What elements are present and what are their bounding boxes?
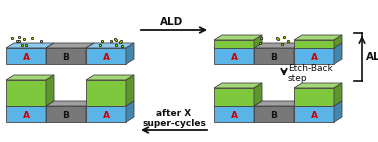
Polygon shape <box>254 35 262 48</box>
Polygon shape <box>86 106 126 122</box>
Polygon shape <box>86 101 94 122</box>
Text: B: B <box>271 53 277 62</box>
Polygon shape <box>294 101 342 106</box>
Polygon shape <box>214 40 254 48</box>
Polygon shape <box>46 43 94 48</box>
Polygon shape <box>254 48 294 64</box>
Text: A: A <box>231 111 237 120</box>
Polygon shape <box>86 75 134 80</box>
Polygon shape <box>254 101 302 106</box>
Polygon shape <box>254 43 262 64</box>
Polygon shape <box>214 106 254 122</box>
Polygon shape <box>294 35 342 40</box>
Polygon shape <box>294 106 334 122</box>
Text: ALD: ALD <box>366 52 378 62</box>
Text: A: A <box>231 53 237 62</box>
Polygon shape <box>6 75 54 80</box>
Text: B: B <box>63 111 70 120</box>
Polygon shape <box>6 43 54 48</box>
Polygon shape <box>214 48 254 64</box>
Polygon shape <box>46 48 86 64</box>
Polygon shape <box>254 83 262 106</box>
Polygon shape <box>294 43 302 64</box>
Polygon shape <box>86 101 134 106</box>
Polygon shape <box>214 88 254 106</box>
Polygon shape <box>254 101 262 122</box>
Polygon shape <box>46 101 94 106</box>
Text: B: B <box>271 111 277 120</box>
Text: A: A <box>102 53 110 62</box>
Polygon shape <box>46 101 54 122</box>
Polygon shape <box>334 35 342 48</box>
Text: A: A <box>102 111 110 120</box>
Polygon shape <box>334 101 342 122</box>
Polygon shape <box>86 43 134 48</box>
Polygon shape <box>86 48 126 64</box>
Polygon shape <box>214 35 262 40</box>
Polygon shape <box>334 83 342 106</box>
Polygon shape <box>294 40 334 48</box>
Polygon shape <box>254 106 294 122</box>
Polygon shape <box>294 83 342 88</box>
Polygon shape <box>214 101 262 106</box>
Polygon shape <box>46 43 54 64</box>
Text: A: A <box>310 111 318 120</box>
Polygon shape <box>294 88 334 106</box>
Polygon shape <box>46 106 86 122</box>
Text: A: A <box>23 111 29 120</box>
Polygon shape <box>6 80 46 106</box>
Text: after X
super-cycles: after X super-cycles <box>142 109 206 128</box>
Text: Etch-Back
step: Etch-Back step <box>288 64 333 83</box>
Polygon shape <box>46 75 54 106</box>
Polygon shape <box>334 43 342 64</box>
Polygon shape <box>294 43 342 48</box>
Polygon shape <box>294 101 302 122</box>
Text: A: A <box>23 53 29 62</box>
Polygon shape <box>86 43 94 64</box>
Polygon shape <box>126 101 134 122</box>
Polygon shape <box>6 48 46 64</box>
Polygon shape <box>214 83 262 88</box>
Polygon shape <box>126 75 134 106</box>
Polygon shape <box>6 101 54 106</box>
Text: A: A <box>310 53 318 62</box>
Polygon shape <box>254 43 302 48</box>
Polygon shape <box>126 43 134 64</box>
Text: ALD: ALD <box>160 17 184 27</box>
Polygon shape <box>86 80 126 106</box>
Polygon shape <box>6 106 46 122</box>
Text: B: B <box>63 53 70 62</box>
Polygon shape <box>214 43 262 48</box>
Polygon shape <box>294 48 334 64</box>
